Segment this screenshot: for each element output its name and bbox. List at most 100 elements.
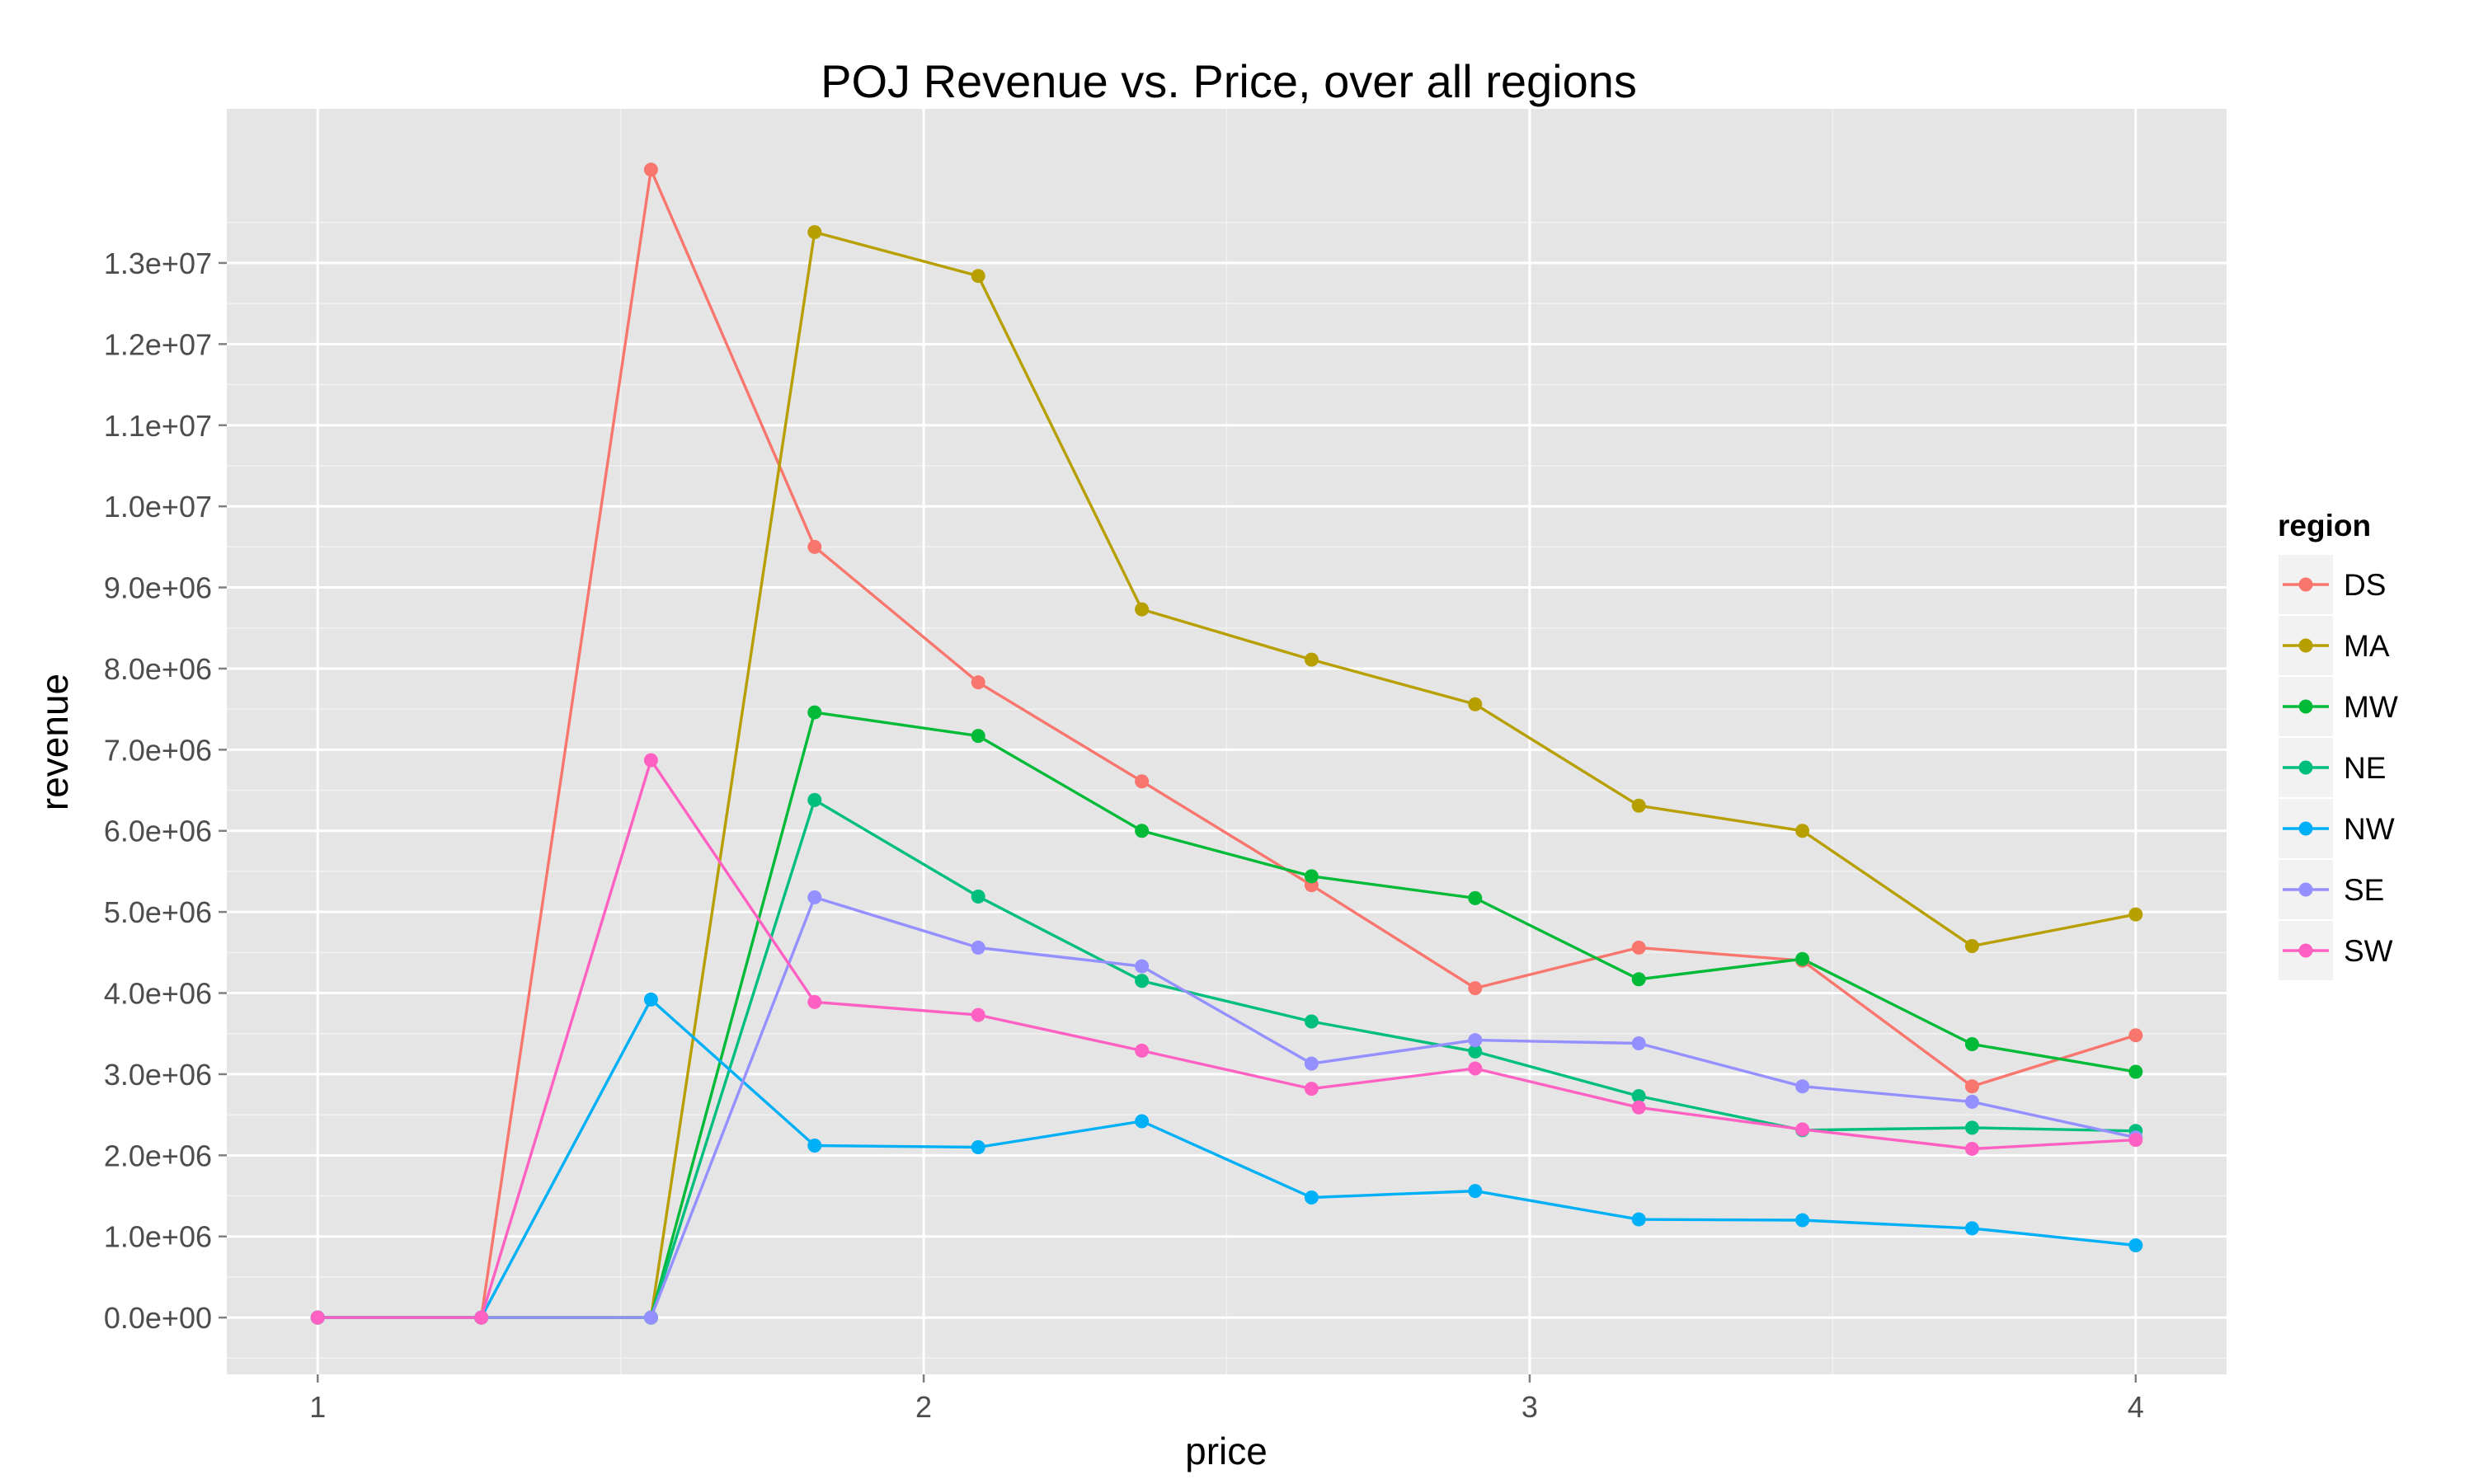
point-nw [1964, 1221, 1979, 1236]
point-se [1631, 1036, 1646, 1051]
point-ds [1468, 981, 1483, 996]
point-ma [1468, 697, 1483, 711]
legend-label-ds: DS [2344, 568, 2386, 602]
y-tick-label: 3.0e+06 [104, 1058, 212, 1092]
point-ma [1631, 798, 1646, 813]
point-se [1795, 1079, 1810, 1094]
point-ds [971, 675, 985, 690]
legend-label-sw: SW [2344, 934, 2393, 968]
point-nw [1135, 1114, 1150, 1129]
point-ne [1468, 1044, 1483, 1059]
y-axis-title: revenue [33, 674, 76, 810]
point-ds [643, 162, 658, 177]
point-ma [1135, 602, 1150, 617]
point-ds [2128, 1028, 2143, 1043]
point-se [971, 940, 985, 955]
point-nw [1468, 1184, 1483, 1199]
point-mw [2128, 1064, 2143, 1079]
point-sw [310, 1310, 325, 1325]
y-axis: 0.0e+00 1.0e+06 2.0e+06 3.0e+06 4.0e+06 5.0e+… [104, 247, 227, 1335]
series-line-nw [317, 998, 2136, 1319]
legend-point-nw [2298, 821, 2313, 836]
point-nw [971, 1139, 985, 1154]
y-tick-label: 7.0e+06 [104, 733, 212, 767]
point-sw [474, 1310, 489, 1325]
point-mw [1135, 824, 1150, 838]
point-sw [2128, 1133, 2143, 1148]
point-ma [971, 269, 985, 284]
point-ne [1304, 1014, 1319, 1029]
y-tick-label: 4.0e+06 [104, 977, 212, 1011]
point-nw [1795, 1213, 1810, 1228]
y-tick-label: 9.0e+06 [104, 571, 212, 605]
point-nw [1304, 1190, 1319, 1205]
point-sw [643, 753, 658, 768]
point-se [1964, 1094, 1979, 1109]
series-line-sw [317, 758, 2136, 1319]
grid-major [227, 109, 2227, 1374]
point-mw [971, 729, 985, 744]
y-tick-label: 5.0e+06 [104, 895, 212, 929]
point-ma [2128, 907, 2143, 922]
point-mw [1964, 1037, 1979, 1052]
y-tick-label: 1.0e+07 [104, 490, 212, 524]
legend: region DS MA MW NE NW SE SW [2277, 509, 2398, 982]
point-se [643, 1310, 658, 1325]
point-mw [807, 705, 822, 720]
point-sw [971, 1007, 985, 1022]
point-ds [807, 539, 822, 554]
point-sw [807, 994, 822, 1009]
x-axis: 1 2 3 4 [309, 1374, 2144, 1424]
point-sw [1304, 1082, 1319, 1097]
y-tick-label: 1.0e+06 [104, 1220, 212, 1254]
series-layer [310, 162, 2143, 1325]
point-ma [1304, 652, 1319, 667]
point-sw [1964, 1141, 1979, 1156]
point-ma [1795, 824, 1810, 838]
legend-point-sw [2298, 943, 2313, 958]
x-axis-title: price [1185, 1430, 1268, 1472]
point-nw [2128, 1238, 2143, 1253]
y-tick-label: 8.0e+06 [104, 652, 212, 686]
point-mw [1468, 890, 1483, 905]
legend-label-se: SE [2344, 873, 2384, 907]
y-tick-label: 2.0e+06 [104, 1139, 212, 1172]
legend-label-mw: MW [2344, 690, 2398, 724]
point-se [1468, 1033, 1483, 1048]
legend-point-ne [2298, 760, 2313, 775]
point-ma [807, 225, 822, 240]
y-tick-label: 0.0e+00 [104, 1301, 212, 1335]
point-ne [807, 792, 822, 807]
point-nw [807, 1139, 822, 1153]
y-tick-label: 1.1e+07 [104, 409, 212, 443]
legend-point-ds [2298, 577, 2313, 592]
point-se [1135, 959, 1150, 974]
point-ma [1964, 938, 1979, 953]
point-mw [1631, 972, 1646, 987]
y-tick-label: 1.2e+07 [104, 327, 212, 361]
chart-title: POJ Revenue vs. Price, over all regions [821, 55, 1637, 107]
legend-title: region [2278, 509, 2371, 542]
y-tick-label: 6.0e+06 [104, 815, 212, 848]
x-tick-label: 4 [2128, 1390, 2144, 1424]
point-sw [1631, 1100, 1646, 1115]
legend-label-nw: NW [2344, 812, 2395, 846]
point-ne [1631, 1088, 1646, 1103]
legend-point-ma [2298, 638, 2313, 653]
series-line-ds [317, 168, 2137, 1319]
point-ds [1964, 1079, 1979, 1094]
x-tick-label: 2 [915, 1390, 932, 1424]
point-se [807, 890, 822, 904]
y-tick-label: 1.3e+07 [104, 247, 212, 280]
point-se [1304, 1056, 1319, 1071]
point-ne [1135, 974, 1150, 989]
x-tick-label: 1 [309, 1390, 326, 1424]
point-mw [1304, 869, 1319, 884]
point-sw [1468, 1061, 1483, 1076]
point-sw [1135, 1043, 1150, 1058]
legend-label-ma: MA [2344, 629, 2390, 663]
legend-label-ne: NE [2344, 751, 2386, 785]
point-ne [971, 889, 985, 904]
x-tick-label: 3 [1522, 1390, 1538, 1424]
